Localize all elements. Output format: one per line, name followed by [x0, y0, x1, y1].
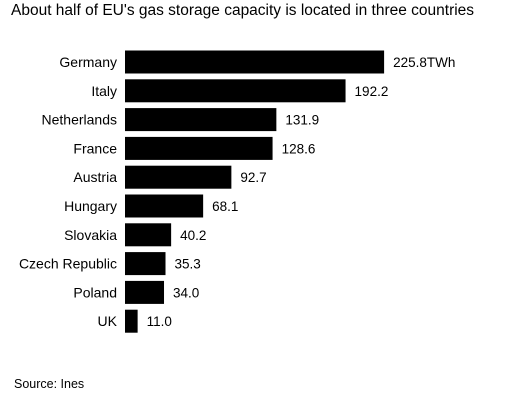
source-note: Source: Ines	[14, 377, 85, 391]
category-label-netherlands: Netherlands	[42, 112, 118, 128]
bar-uk	[125, 309, 138, 333]
value-label-poland: 34.0	[173, 285, 199, 300]
bar-poland	[125, 280, 165, 304]
category-label-uk: UK	[98, 313, 118, 329]
bars-layer: Germany 225.8TWh Italy 192.2 Netherlands 131.…	[19, 50, 455, 333]
category-label-poland: Poland	[73, 284, 117, 300]
bar-italy	[125, 79, 346, 103]
value-label-germany: 225.8TWh	[393, 55, 455, 70]
bar-slovakia	[125, 223, 172, 247]
value-label-slovakia: 40.2	[180, 228, 206, 243]
value-label-czech-republic: 35.3	[175, 257, 201, 272]
category-label-hungary: Hungary	[64, 198, 117, 214]
value-label-hungary: 68.1	[212, 199, 238, 214]
bar-austria	[125, 165, 232, 189]
bar-hungary	[125, 194, 204, 218]
chart-title: About half of EU's gas storage capacity …	[11, 2, 475, 19]
category-label-france: France	[73, 140, 117, 156]
category-label-austria: Austria	[73, 169, 117, 185]
value-label-france: 128.6	[282, 141, 316, 156]
bar-netherlands	[125, 108, 277, 132]
bar-france	[125, 136, 273, 160]
category-label-czech-republic: Czech Republic	[19, 256, 117, 272]
value-label-italy: 192.2	[355, 84, 389, 99]
category-label-slovakia: Slovakia	[64, 227, 117, 243]
bar-czech-republic	[125, 252, 166, 276]
category-label-germany: Germany	[59, 54, 117, 70]
value-label-austria: 92.7	[240, 170, 266, 185]
value-label-uk: 11.0	[147, 314, 172, 329]
value-label-netherlands: 131.9	[285, 113, 319, 128]
category-label-italy: Italy	[91, 83, 117, 99]
bar-germany	[125, 50, 385, 74]
